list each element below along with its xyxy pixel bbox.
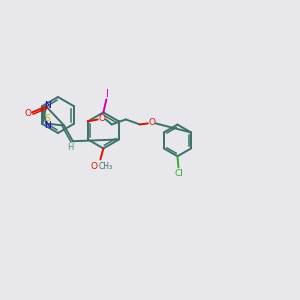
Text: O: O — [148, 118, 155, 127]
Text: S: S — [44, 114, 50, 123]
Text: O: O — [98, 114, 105, 123]
Text: CH₃: CH₃ — [98, 162, 112, 171]
Text: N: N — [44, 100, 51, 109]
Text: Cl: Cl — [174, 169, 183, 178]
Text: N: N — [44, 121, 51, 130]
Text: O: O — [25, 109, 32, 118]
Text: H: H — [68, 143, 74, 152]
Text: I: I — [106, 89, 109, 99]
Text: O: O — [91, 162, 98, 171]
